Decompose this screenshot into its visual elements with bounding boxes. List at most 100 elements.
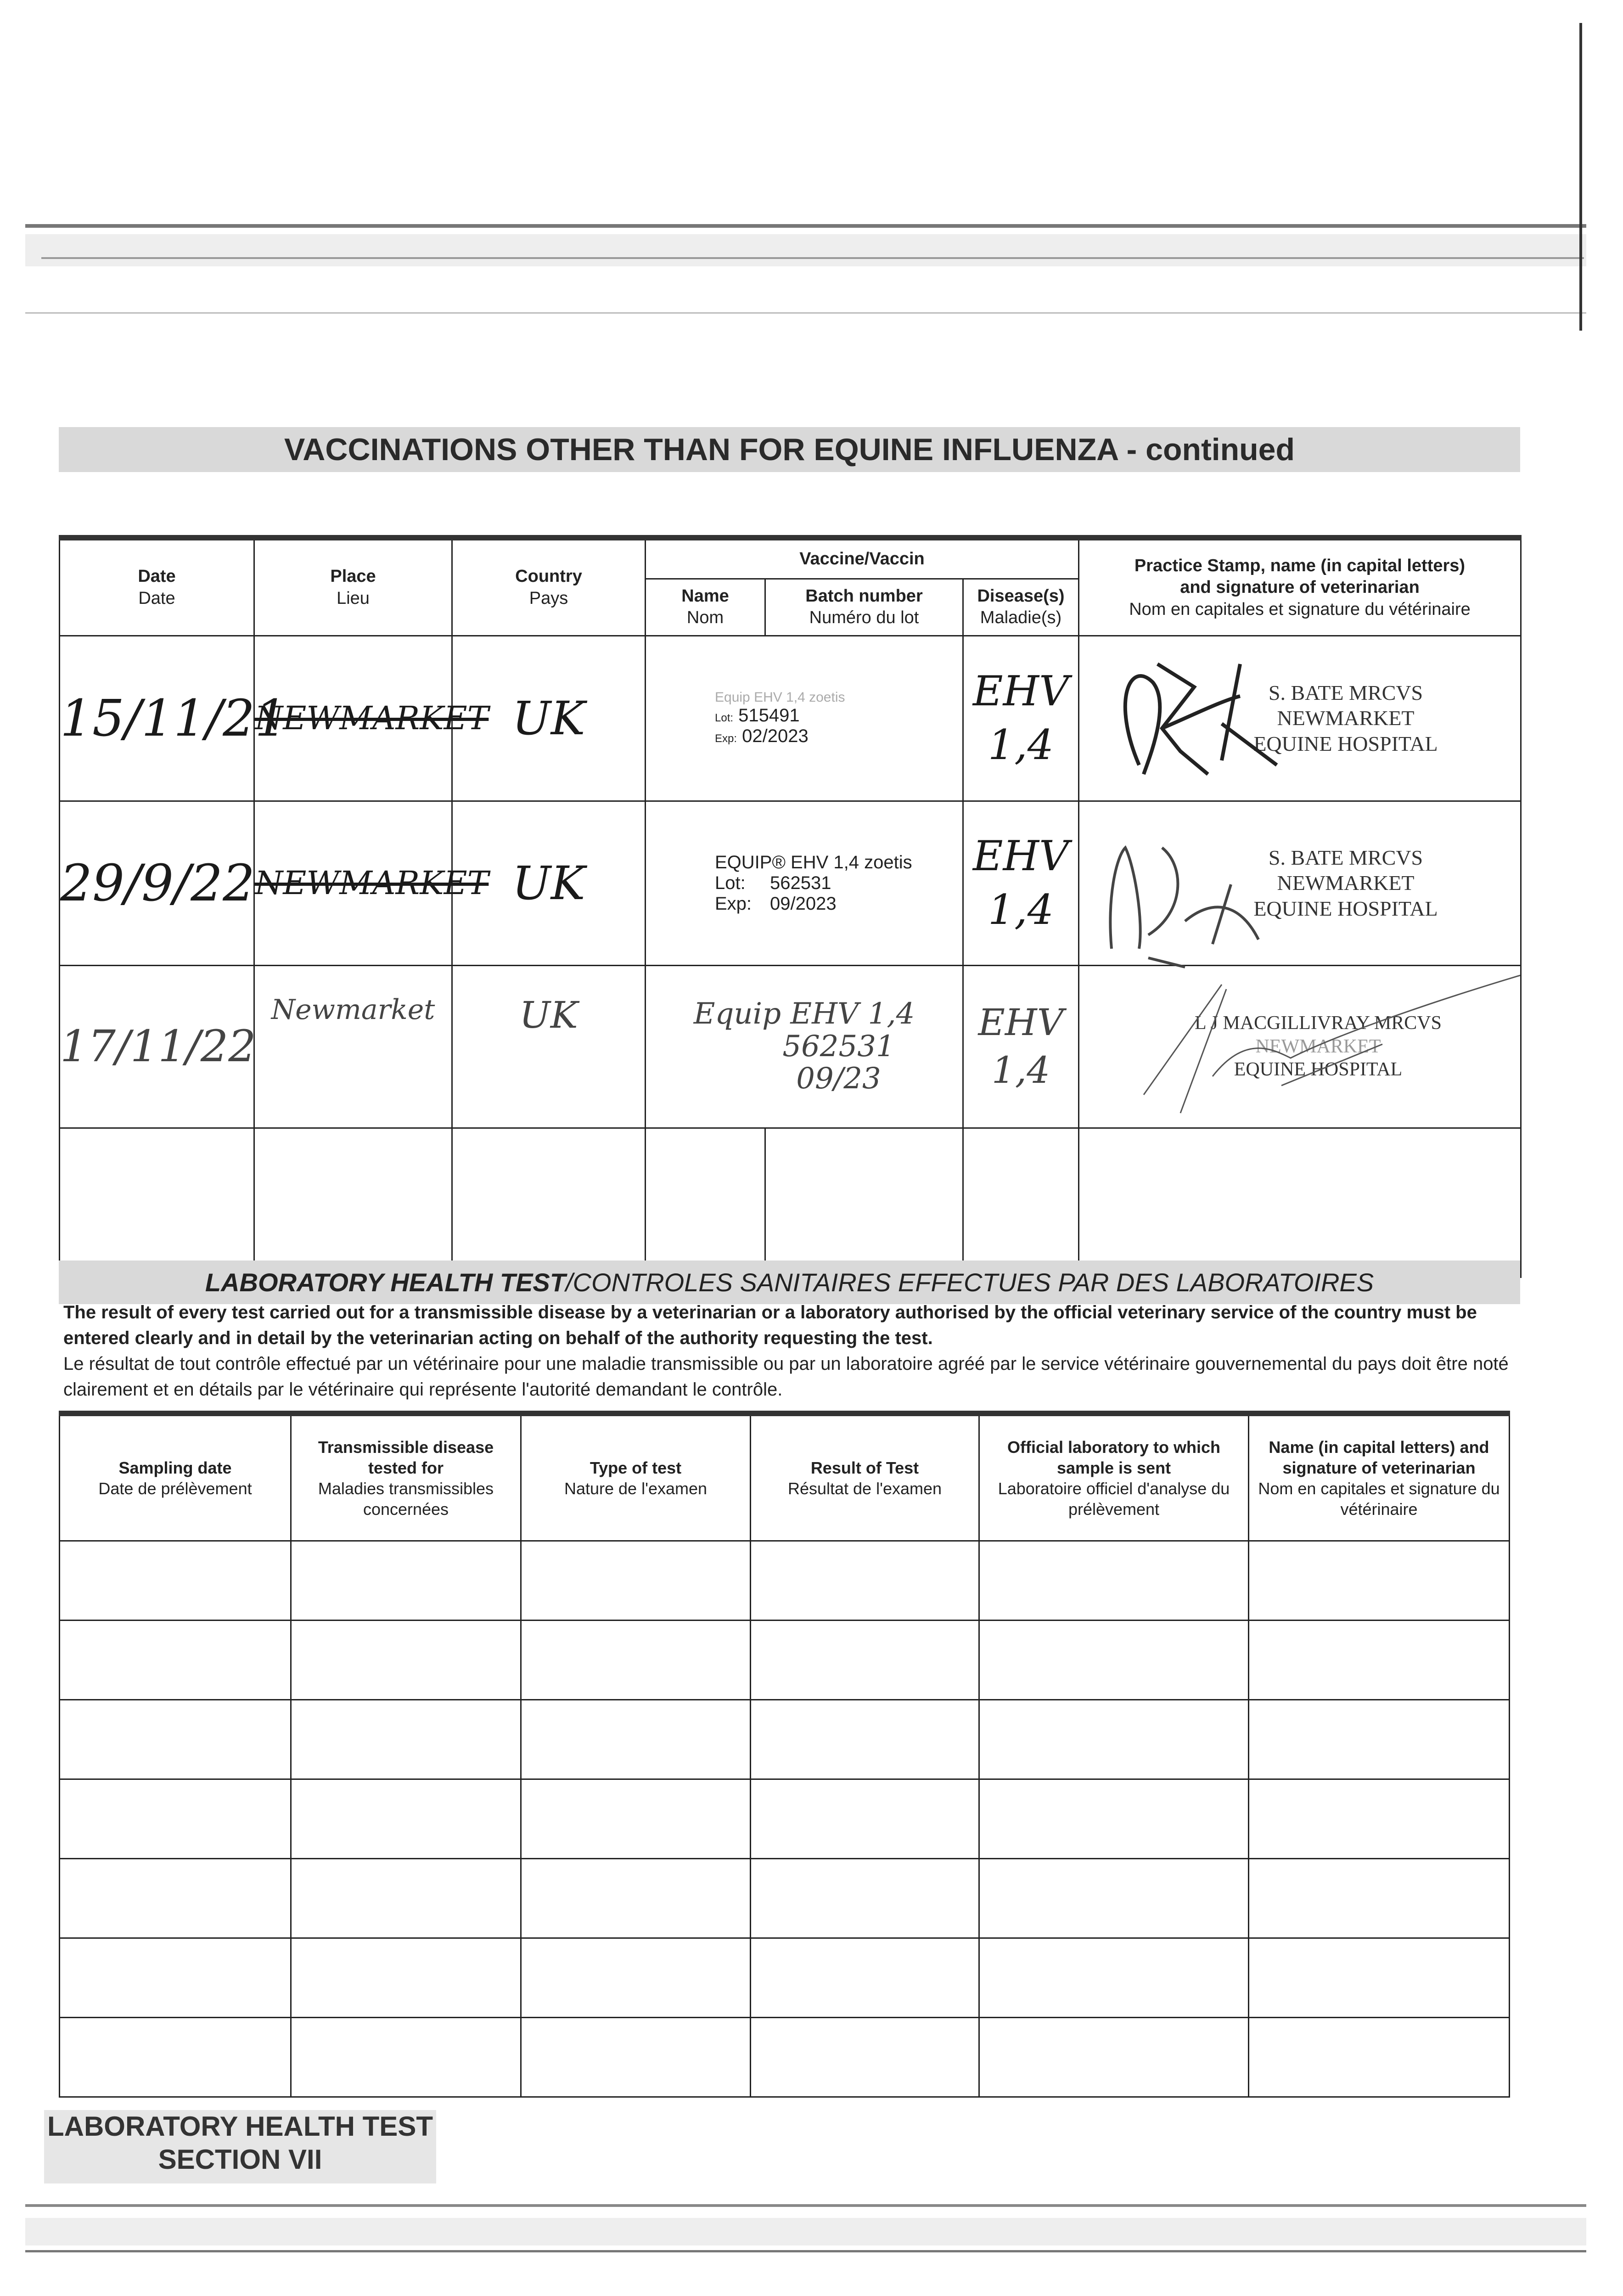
empty-cell [59,1699,292,1780]
header-stamp: Practice Stamp, name (in capital letters… [1078,537,1522,636]
table-row [59,1937,1510,2018]
empty-cell [1248,1858,1510,1939]
empty-cell [520,1778,751,1859]
header-batch: Batch number Numéro du lot [764,578,964,636]
scan-edge-line [25,2250,1586,2252]
scan-edge-line [25,312,1586,314]
empty-cell [1248,1778,1510,1859]
table-row [59,1699,1510,1780]
lab-instructions: The result of every test carried out for… [63,1300,1514,1402]
empty-cell [1248,1937,1510,2018]
table-row: 29/9/22 NEWMARKET UK EQUIP® EHV 1,4 zoet… [59,800,1522,968]
practice-stamp: S. BATE MRCVS NEWMARKET EQUINE HOSPITAL [1253,846,1438,920]
lot-number: 515491 [738,705,800,726]
table-row [59,1127,1522,1278]
empty-cell [978,2017,1249,2098]
batch-handwritten: Equip EHV 1,4 562531 09/23 [645,964,964,1129]
date-cell: 15/11/21 [59,635,287,802]
empty-cell [290,1858,522,1939]
place-cell: NEWMARKET [253,800,489,966]
empty-cell [1248,2017,1510,2098]
empty-cell [59,2017,292,2098]
disease-cell: EHV 1,4 [962,800,1079,966]
disease-cell: EHV 1,4 [962,635,1079,802]
place-cell: Newmarket [253,964,453,1129]
exp-label: Exp: [715,732,737,745]
country-cell: UK [451,800,646,966]
scan-edge-line [25,2204,1586,2207]
empty-cell [59,1540,292,1621]
lot-number: 562531 [782,1029,895,1064]
empty-cell [290,1540,522,1621]
table-row: 17/11/22 Newmarket UK Equip EHV 1,4 5625… [59,964,1522,1129]
expiry-date: 02/2023 [742,726,809,746]
scan-edge-band [25,2218,1586,2245]
table-row [59,2017,1510,2098]
empty-cell [59,1858,292,1939]
lab-section-title: LABORATORY HEALTH TEST/CONTROLES SANITAI… [59,1261,1520,1304]
header-country: Country Pays [451,537,646,636]
batch-sticker: Equip EHV 1,4 zoetis Lot: 515491 Exp: 02… [645,635,964,802]
empty-cell [290,1699,522,1780]
empty-cell [520,1540,751,1621]
empty-cell [520,2017,751,2098]
scan-edge-line [25,224,1586,228]
practice-stamp: L J MACGILLIVRAY MRCVS NEWMARKET EQUINE HO… [1195,1013,1442,1080]
expiry-date: 09/2023 [770,893,837,914]
empty-cell [750,1937,980,2018]
scan-edge-line [41,257,1584,259]
empty-cell [978,1620,1249,1700]
empty-cell [750,1540,980,1621]
header-place: Place Lieu [253,537,453,636]
header-vaccine: Vaccine/Vaccin [645,537,1079,580]
exp-label: Exp: [715,893,752,914]
empty-cell [978,1937,1249,2018]
place-cell: NEWMARKET [253,635,489,802]
product-label: Equip EHV 1,4 zoetis [715,690,845,705]
table-row [59,1778,1510,1859]
empty-cell [750,1858,980,1939]
scan-edge-band [25,234,1586,266]
header-disease: Disease(s) Maladie(s) [962,578,1079,636]
empty-cell [978,1699,1249,1780]
empty-cell [978,1540,1249,1621]
vaccination-table: Date Date Place Lieu Country Pays Vaccine/V… [59,535,1522,1278]
header-laboratory: Official laboratory to which sample is s… [978,1412,1249,1542]
signature [1123,662,1278,776]
empty-cell [290,1778,522,1859]
empty-cell [978,1858,1249,1939]
practice-stamp: S. BATE MRCVS NEWMARKET EQUINE HOSPITAL [1253,681,1438,755]
table-row: 15/11/21 NEWMARKET UK Equip EHV 1,4 zoet… [59,635,1522,802]
lot-number: 562531 [770,872,831,893]
batch-sticker: EQUIP® EHV 1,4 zoetis Lot: 562531 Exp: 09/… [645,800,964,966]
header-name: Name Nom [645,578,766,636]
empty-cell [750,1699,980,1780]
empty-cell [290,1620,522,1700]
expiry-date: 09/23 [796,1062,881,1096]
empty-cell [59,1778,292,1859]
header-veterinarian: Name (in capital letters) and signature … [1248,1412,1510,1542]
country-cell: UK [451,635,646,802]
date-cell: 17/11/22 [59,964,256,1129]
empty-cell [59,1620,292,1700]
lot-label: Lot: [715,872,746,893]
empty-cell [1248,1620,1510,1700]
empty-cell [520,1620,751,1700]
empty-cell [978,1778,1249,1859]
lot-label: Lot: [715,712,734,724]
vaccine-name: Equip EHV 1,4 [693,997,915,1031]
empty-cell [290,2017,522,2098]
empty-cell [750,2017,980,2098]
header-date: Date Date [59,537,255,636]
lab-test-table: Sampling date Date de prélèvement Transmi… [59,1411,1510,2098]
empty-cell [59,1937,292,2018]
empty-cell [520,1858,751,1939]
date-cell: 29/9/22 [59,800,255,966]
empty-cell [520,1699,751,1780]
stamp-cell: S. BATE MRCVS NEWMARKET EQUINE HOSPITAL [1078,800,1522,968]
stamp-cell: L J MACGILLIVRAY MRCVS NEWMARKET EQUINE HO… [1078,964,1522,1129]
empty-cell [750,1620,980,1700]
empty-cell [1248,1699,1510,1780]
signature [1143,974,1520,1114]
header-sampling-date: Sampling date Date de prélèvement [59,1412,292,1542]
